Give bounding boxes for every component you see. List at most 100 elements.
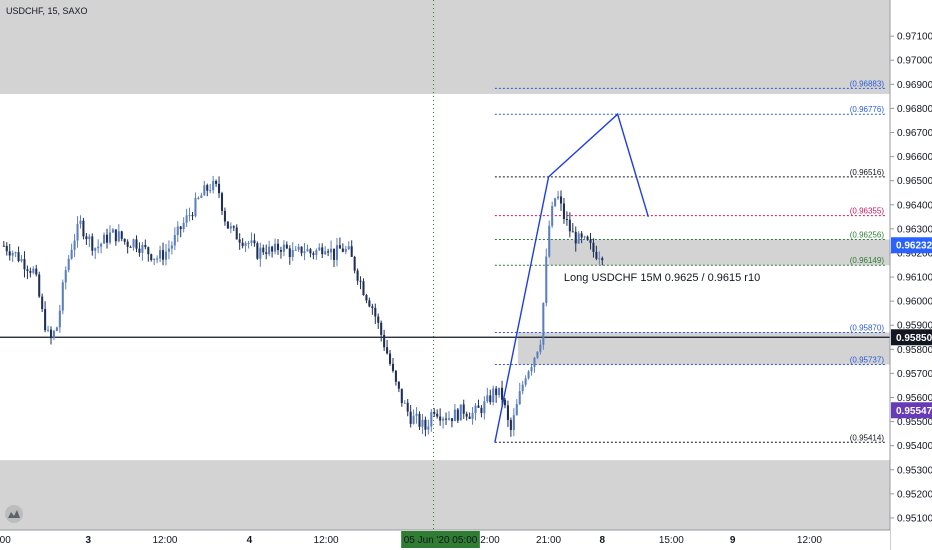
candle-body <box>262 247 265 253</box>
candle-body <box>353 256 356 271</box>
candle-body <box>403 402 406 404</box>
candle-body <box>418 413 421 427</box>
price-tag-label-1: 0.95850 <box>896 333 932 344</box>
price-tag-0 <box>891 237 932 254</box>
time-axis[interactable]: :00312:00412:0012:0021:00815:00912:0005 … <box>0 529 890 550</box>
candle-body <box>173 235 176 246</box>
time-tick-label-7: 12:00 <box>475 535 500 546</box>
candle-body <box>518 391 521 405</box>
candle-body <box>111 229 114 233</box>
candle-body <box>259 247 262 259</box>
candles-layer <box>2 175 604 437</box>
candle-body <box>241 242 244 246</box>
candle-body <box>85 236 88 240</box>
candle-body <box>453 409 456 422</box>
candle-body <box>442 418 445 421</box>
candle-body <box>368 300 371 307</box>
candle-body <box>26 269 29 272</box>
candle-body <box>279 250 282 252</box>
overlay-layer: Long USDCHF 15M 0.9625 / 0.9615 r10 <box>494 112 760 443</box>
candle-body <box>474 405 477 413</box>
level-label-8: (0.95414) <box>850 433 885 442</box>
candle-body <box>501 387 504 400</box>
candle-body <box>120 231 123 239</box>
candle-body <box>138 248 141 253</box>
candle-body <box>117 231 120 242</box>
candle-body <box>88 236 91 240</box>
candle-body <box>179 226 182 230</box>
candle-body <box>424 419 427 430</box>
candle-body <box>82 220 85 237</box>
candle-body <box>147 247 150 255</box>
level-label-2: (0.96516) <box>850 168 885 177</box>
candle-body <box>55 327 58 331</box>
candle-body <box>571 231 574 233</box>
price-tick-label-12: 0.95900 <box>897 321 932 332</box>
price-tick-label-17: 0.95400 <box>897 441 932 452</box>
candle-body <box>126 241 129 247</box>
price-tick-label-3: 0.96800 <box>897 104 932 115</box>
candle-body <box>150 254 153 261</box>
candle-body <box>253 240 256 244</box>
candle-body <box>309 249 312 254</box>
candle-body <box>185 215 188 223</box>
price-axis[interactable]: 0.97100 0.97000 0.96900 0.96800 0.96700 0.966… <box>889 0 932 550</box>
levels-layer: (0.96883) (0.96776) (0.96516) (0.96355) (0.9… <box>0 79 890 443</box>
level-label-5: (0.96149) <box>850 256 885 265</box>
zones-layer <box>0 0 890 530</box>
candle-body <box>459 404 462 421</box>
candle-body <box>347 246 350 250</box>
candle-body <box>374 307 377 317</box>
time-tick-label-11: 9 <box>730 535 736 546</box>
candle-body <box>506 405 509 421</box>
price-tick-label-19: 0.95200 <box>897 489 932 500</box>
candle-body <box>586 236 589 240</box>
candle-body <box>427 426 430 430</box>
candle-body <box>601 258 604 261</box>
candle-body <box>486 395 489 402</box>
candle-body <box>300 246 303 254</box>
candle-body <box>97 246 100 249</box>
candle-body <box>592 242 595 252</box>
candle-body <box>5 245 8 252</box>
time-tick-label-1: 3 <box>85 535 91 546</box>
candle-body <box>114 229 117 242</box>
time-tick-label-12: 12:00 <box>797 535 822 546</box>
candle-body <box>439 416 442 421</box>
candle-body <box>170 245 173 249</box>
time-tick-label-0: :00 <box>0 535 11 546</box>
candle-body <box>465 413 468 417</box>
candle-body <box>108 232 111 243</box>
candle-body <box>515 404 518 416</box>
candle-body <box>430 412 433 427</box>
candle-body <box>232 226 235 228</box>
candle-body <box>153 258 156 261</box>
candle-body <box>164 251 168 260</box>
candle-body <box>477 405 480 408</box>
candle-body <box>595 251 598 259</box>
price-tick-label-9: 0.96200 <box>897 248 932 259</box>
candle-body <box>52 330 55 339</box>
date-badge-label: 05 Jun '20 05:00 <box>404 535 478 546</box>
candle-body <box>580 233 583 238</box>
candle-body <box>456 409 459 421</box>
candle-body <box>167 248 170 252</box>
candle-body <box>583 236 586 238</box>
candle-body <box>542 302 545 345</box>
candle-body <box>536 351 539 358</box>
candle-body <box>303 251 306 254</box>
candle-body <box>58 310 61 328</box>
candle-body <box>144 244 147 248</box>
candle-body <box>11 252 14 256</box>
candle-body <box>306 249 309 252</box>
level-label-4: (0.96256) <box>850 230 885 239</box>
candle-body <box>132 239 135 248</box>
candle-body <box>568 219 571 232</box>
price-tick-label-4: 0.96700 <box>897 128 932 139</box>
candle-body <box>562 203 565 220</box>
candle-body <box>397 381 400 389</box>
candle-body <box>250 240 253 243</box>
candle-body <box>462 404 465 414</box>
tradingview-logo-icon <box>5 505 23 523</box>
